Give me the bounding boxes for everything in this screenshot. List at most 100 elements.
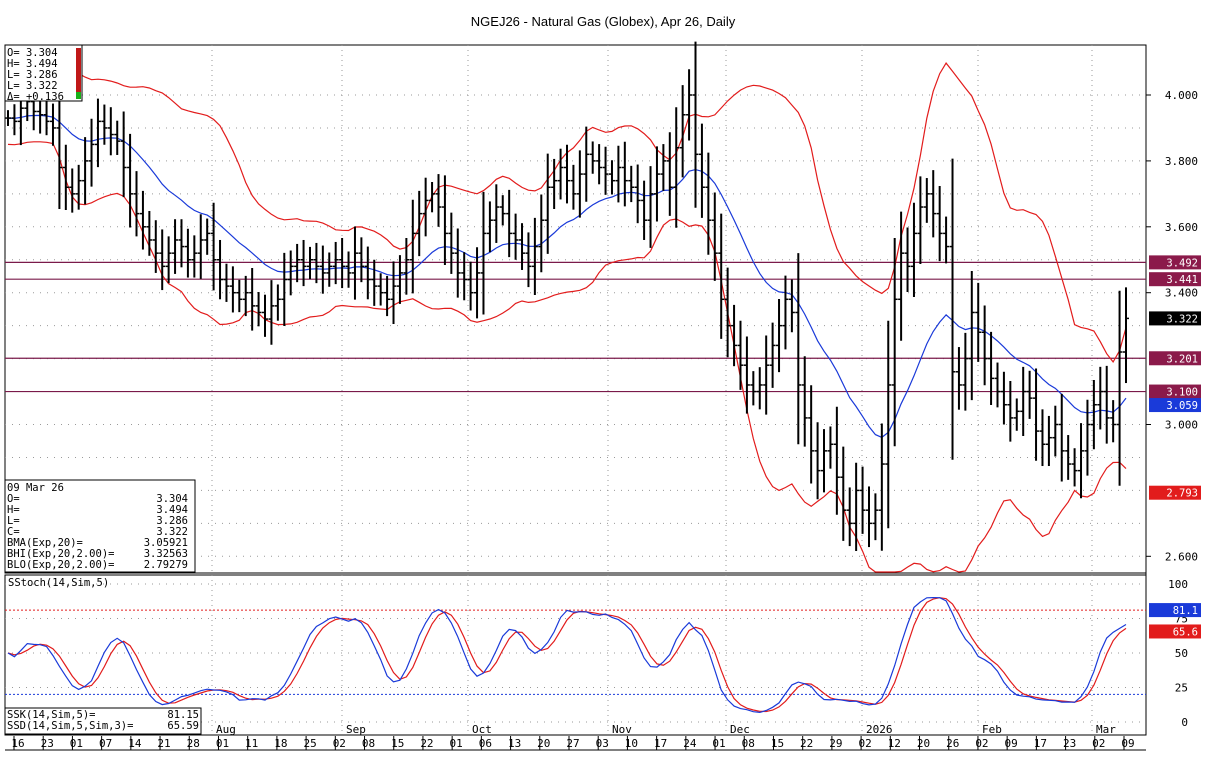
date-tick-label: 27 xyxy=(566,737,579,750)
stoch-tick-label: 50 xyxy=(1175,647,1188,660)
date-tick-label: 10 xyxy=(625,737,638,750)
bollinger-middle-line xyxy=(7,114,1127,439)
stoch-rows: SSK(14,Sim,5)= 81.15 SSD(14,Sim,5,Sim,3)= 6… xyxy=(7,709,199,732)
info-row-value: 3.304 xyxy=(156,493,188,505)
ohlc-line-2: H= 3.494 xyxy=(7,58,58,70)
stoch-tag xyxy=(1149,603,1201,618)
month-label: Dec xyxy=(730,723,750,736)
price-tag-label: 3.201 xyxy=(1166,353,1198,365)
date-tick-label: 12 xyxy=(888,737,901,750)
ssk-line xyxy=(7,596,1127,714)
price-tag xyxy=(1149,351,1201,366)
month-label: Sep xyxy=(346,723,366,736)
price-tag-label: 3.492 xyxy=(1166,257,1198,269)
info-row-value: 3.286 xyxy=(156,515,188,527)
date-tick-label: 14 xyxy=(128,737,142,750)
date-tick-label: 17 xyxy=(1034,737,1047,750)
month-label: Aug xyxy=(216,723,236,736)
price-axis: 4.000 3.800 3.600 3.400 3.000 2.600 xyxy=(1146,89,1198,563)
stoch-readout: SSK(14,Sim,5)= 81.15 SSD(14,Sim,5,Sim,3)= 6… xyxy=(4,707,202,735)
date-tick-label: 15 xyxy=(391,737,404,750)
price-tag-label: 3.322 xyxy=(1166,313,1198,325)
date-tick-label: 01 xyxy=(216,737,229,750)
stoch-grid xyxy=(5,583,1146,723)
date-tick-label: 29 xyxy=(829,737,842,750)
info-row-label: BHI(Exp,20,2.00)= xyxy=(7,548,114,560)
date-tick-label: 28 xyxy=(187,737,200,750)
date-tick-label: 13 xyxy=(508,737,521,750)
month-label: Oct xyxy=(472,723,492,736)
stochastic-lines xyxy=(7,596,1127,714)
info-row-label: C= xyxy=(7,526,20,538)
price-tag xyxy=(1149,384,1201,399)
stoch-tag xyxy=(1149,624,1201,639)
info-row-value: 3.05921 xyxy=(144,537,188,549)
date-tick-label: 18 xyxy=(274,737,287,750)
price-tag-label: 3.441 xyxy=(1166,274,1198,286)
stoch-row-label: SSK(14,Sim,5)= xyxy=(7,709,96,721)
price-tick-label: 2.600 xyxy=(1165,550,1198,563)
month-label: 2026 xyxy=(866,723,893,736)
stoch-readout-frame xyxy=(4,707,202,735)
price-tag-label: 2.793 xyxy=(1166,488,1198,500)
date-tick-label: 16 xyxy=(11,737,24,750)
date-tick-label: 20 xyxy=(537,737,550,750)
date-tick-label: 01 xyxy=(70,737,83,750)
info-row-label: BLO(Exp,20,2.00)= xyxy=(7,559,114,571)
stoch-tag-label: 81.1 xyxy=(1173,605,1198,617)
stoch-tick-label: 0 xyxy=(1181,716,1188,729)
stoch-label: SStoch(14,Sim,5) xyxy=(8,577,109,589)
stoch-row-label: SSD(14,Sim,5,Sim,3)= xyxy=(7,720,133,732)
date-tick-label: 03 xyxy=(596,737,609,750)
price-tag-label: 3.059 xyxy=(1166,400,1198,412)
price-tick-label: 4.000 xyxy=(1165,89,1198,102)
info-row-label: BMA(Exp,20)= xyxy=(7,537,83,549)
month-label: Mar xyxy=(1096,723,1116,736)
ohlc-line-1: O= 3.304 xyxy=(7,47,58,59)
stoch-tick-label: 100 xyxy=(1168,578,1188,591)
date-tick-label: 17 xyxy=(654,737,667,750)
date-tick-label: 20 xyxy=(917,737,930,750)
price-tag xyxy=(1149,398,1201,413)
date-tick-label: 02 xyxy=(975,737,988,750)
info-date: 09 Mar 26 xyxy=(7,482,64,494)
price-tag xyxy=(1149,255,1201,270)
bollinger-lower-line xyxy=(7,141,1127,573)
date-tick-label: 23 xyxy=(41,737,54,750)
date-tick-label: 09 xyxy=(1005,737,1018,750)
date-tick-label: 06 xyxy=(479,737,492,750)
info-box: 09 Mar 26 O= 3.304 H= 3.494 L= 3.286 C= 3.322 BM… xyxy=(4,479,196,573)
month-label: Feb xyxy=(982,723,1002,736)
price-tick-label: 3.400 xyxy=(1165,287,1198,300)
info-row-value: 3.494 xyxy=(156,504,188,516)
ohlc-readout-frame xyxy=(4,44,83,102)
info-box-frame xyxy=(4,479,196,573)
date-tick-label: 07 xyxy=(99,737,112,750)
ohlc-line-4: L= 3.322 xyxy=(7,80,58,92)
stoch-tags: 81.1 65.6 xyxy=(1149,603,1201,639)
stoch-row-value: 65.59 xyxy=(167,720,199,732)
ohlc-bars xyxy=(5,41,1129,552)
ohlc-line-3: L= 3.286 xyxy=(7,69,58,81)
date-tick-label: 01 xyxy=(712,737,725,750)
date-tick-label: 09 xyxy=(1121,737,1134,750)
chart-title: NGEJ26 - Natural Gas (Globex), Apr 26, D… xyxy=(471,14,736,29)
date-tick-label: 22 xyxy=(800,737,813,750)
info-row-label: O= xyxy=(7,493,20,505)
info-row-value: 2.79279 xyxy=(144,559,188,571)
horizontal-levels xyxy=(5,261,1146,393)
date-tick-label: 25 xyxy=(303,737,316,750)
stoch-tick-label: 25 xyxy=(1175,682,1188,695)
price-tag xyxy=(1149,272,1201,287)
date-tick-label: 08 xyxy=(362,737,375,750)
date-tick-label: 24 xyxy=(683,737,697,750)
info-row-label: H= xyxy=(7,504,20,516)
ohlc-line-5: Δ= +0.136 xyxy=(7,91,64,103)
date-tick-label: 08 xyxy=(742,737,755,750)
date-tick-label: 23 xyxy=(1063,737,1076,750)
date-tick-label: 01 xyxy=(450,737,463,750)
price-tick-label: 3.600 xyxy=(1165,221,1198,234)
